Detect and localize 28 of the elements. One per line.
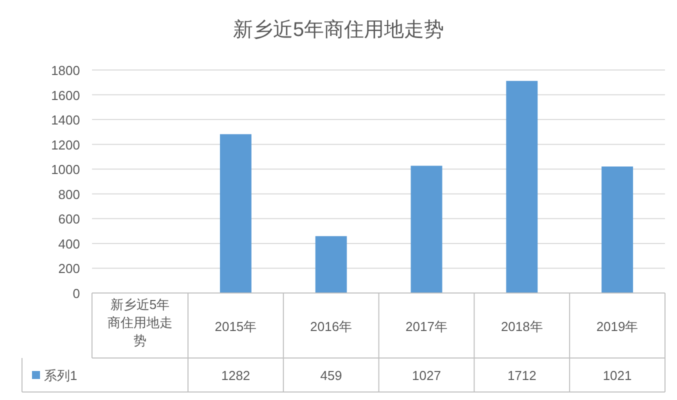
y-tick-label: 0 bbox=[72, 286, 80, 301]
y-tick-label: 1000 bbox=[51, 162, 80, 178]
bar bbox=[410, 166, 442, 293]
y-tick-label: 200 bbox=[58, 261, 80, 276]
bar bbox=[602, 166, 634, 293]
x-tick-label: 2017年 bbox=[406, 319, 448, 334]
chart-title: 新乡近5年商住用地走势 bbox=[232, 19, 444, 41]
y-tick-label: 1600 bbox=[51, 88, 80, 103]
y-tick-label: 800 bbox=[58, 186, 80, 202]
x-tick-label: 2018年 bbox=[500, 319, 543, 334]
data-label: 1282 bbox=[221, 368, 250, 383]
x-tick-label: 2016年 bbox=[310, 319, 352, 334]
data-label: 1021 bbox=[602, 368, 632, 383]
x-tick-label: 2019年 bbox=[596, 319, 638, 334]
y-tick-label: 1800 bbox=[51, 63, 80, 78]
legend-label: 系列1 bbox=[44, 368, 78, 383]
bar bbox=[220, 134, 252, 293]
bar bbox=[315, 236, 347, 293]
data-label: 459 bbox=[320, 368, 342, 383]
x-tick-label: 2015年 bbox=[214, 319, 257, 334]
data-label: 1027 bbox=[412, 368, 441, 383]
y-tick-label: 400 bbox=[58, 236, 80, 252]
y-tick-label: 1200 bbox=[51, 137, 80, 152]
data-label: 1712 bbox=[507, 368, 536, 383]
y-tick-label: 600 bbox=[58, 212, 80, 227]
bar bbox=[506, 80, 538, 293]
y-tick-label: 1400 bbox=[51, 112, 80, 128]
text: 新乡近5年商住用地走势 bbox=[108, 297, 172, 348]
